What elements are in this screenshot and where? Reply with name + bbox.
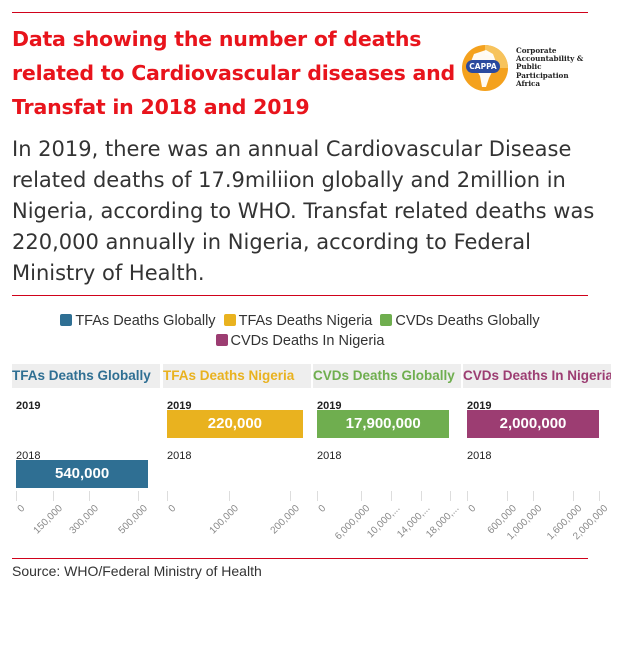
legend-label: CVDs Deaths Globally bbox=[395, 313, 540, 329]
legend-swatch bbox=[60, 314, 73, 326]
category-label: 2019 bbox=[167, 400, 192, 412]
axis-tick bbox=[16, 491, 17, 501]
axis-tick bbox=[138, 491, 140, 501]
bar[interactable]: 220,000 bbox=[167, 410, 303, 438]
logo-line: Public bbox=[516, 62, 542, 72]
panel-title: TFAs Deaths Nigeria bbox=[163, 364, 311, 388]
legend-item[interactable]: CVDs Deaths Globally bbox=[380, 311, 540, 331]
axis-tick bbox=[361, 491, 363, 501]
source-note: Source: WHO/Federal Ministry of Health bbox=[12, 563, 262, 579]
chart-title: Data showing the number of deaths relate… bbox=[12, 27, 456, 119]
axis-tick bbox=[317, 491, 318, 501]
axis-tick bbox=[52, 491, 54, 501]
middle-rule bbox=[12, 295, 588, 296]
axis-tick bbox=[290, 491, 292, 501]
legend-item[interactable]: CVDs Deaths In Nigeria bbox=[215, 331, 385, 351]
axis-tick bbox=[420, 491, 422, 501]
category-label: 2018 bbox=[317, 450, 342, 462]
legend-swatch bbox=[380, 314, 393, 326]
logo-badge-text: CAPPA bbox=[469, 62, 497, 71]
axis-tick bbox=[599, 491, 601, 501]
category-label: 2018 bbox=[467, 450, 492, 462]
chart-panel: TFAs Deaths Globally 2019 2018 540,000 bbox=[12, 364, 160, 544]
axis-tick bbox=[167, 491, 168, 501]
category-label: 2018 bbox=[167, 450, 192, 462]
legend: TFAs Deaths Globally TFAs Deaths Nigeria… bbox=[12, 311, 588, 351]
axis-tick bbox=[467, 491, 468, 501]
legend-item[interactable]: TFAs Deaths Nigeria bbox=[223, 311, 373, 331]
africa-logo-icon bbox=[462, 45, 508, 91]
data-label: 2,000,000 bbox=[499, 415, 567, 432]
panel-title: TFAs Deaths Globally bbox=[12, 364, 160, 388]
cappa-logo: CAPPA Corporate Accountability & Public … bbox=[460, 40, 590, 96]
legend-label: CVDs Deaths In Nigeria bbox=[230, 333, 385, 349]
logo-line: Participation bbox=[516, 70, 569, 80]
chart-panel: CVDs Deaths Globally 2019 17,900,000 2018 bbox=[313, 364, 461, 544]
legend-label: TFAs Deaths Nigeria bbox=[238, 313, 373, 329]
logo-text: Corporate Accountability & Public Partic… bbox=[516, 46, 584, 88]
bar[interactable]: 540,000 bbox=[16, 460, 149, 488]
legend-item[interactable]: TFAs Deaths Globally bbox=[60, 311, 216, 331]
legend-swatch bbox=[215, 334, 228, 346]
category-label: 2019 bbox=[16, 400, 41, 412]
axis-tick bbox=[89, 491, 91, 501]
legend-label: TFAs Deaths Globally bbox=[75, 313, 216, 329]
logo-line: Africa bbox=[516, 78, 541, 88]
category-label: 2018 bbox=[16, 450, 41, 462]
axis-tick bbox=[450, 491, 452, 501]
chart-panel: TFAs Deaths Nigeria 2019 220,000 2018 bbox=[163, 364, 311, 544]
data-label: 220,000 bbox=[207, 415, 263, 432]
axis-tick bbox=[506, 491, 508, 501]
description: In 2019, there was an annual Cardiovascu… bbox=[12, 137, 595, 285]
bottom-rule bbox=[12, 558, 588, 559]
logo-line: Accountability & bbox=[516, 54, 584, 64]
panel-title: CVDs Deaths Globally bbox=[313, 364, 461, 388]
panel-title: CVDs Deaths In Nigeria bbox=[463, 364, 611, 388]
bar[interactable]: 17,900,000 bbox=[317, 410, 450, 438]
bar[interactable]: 2,000,000 bbox=[467, 410, 600, 438]
legend-swatch bbox=[223, 314, 236, 326]
logo-line: Corporate bbox=[516, 46, 557, 55]
category-label: 2019 bbox=[467, 400, 492, 412]
data-label: 17,900,000 bbox=[345, 415, 421, 432]
top-rule bbox=[12, 12, 588, 13]
chart-panel: CVDs Deaths In Nigeria 2019 2,000,000 2018 bbox=[463, 364, 611, 544]
category-label: 2019 bbox=[317, 400, 342, 412]
axis-tick bbox=[228, 491, 230, 501]
axis-tick bbox=[533, 491, 535, 501]
axis-tick bbox=[390, 491, 392, 501]
data-label: 540,000 bbox=[54, 465, 110, 482]
axis-tick bbox=[572, 491, 574, 501]
